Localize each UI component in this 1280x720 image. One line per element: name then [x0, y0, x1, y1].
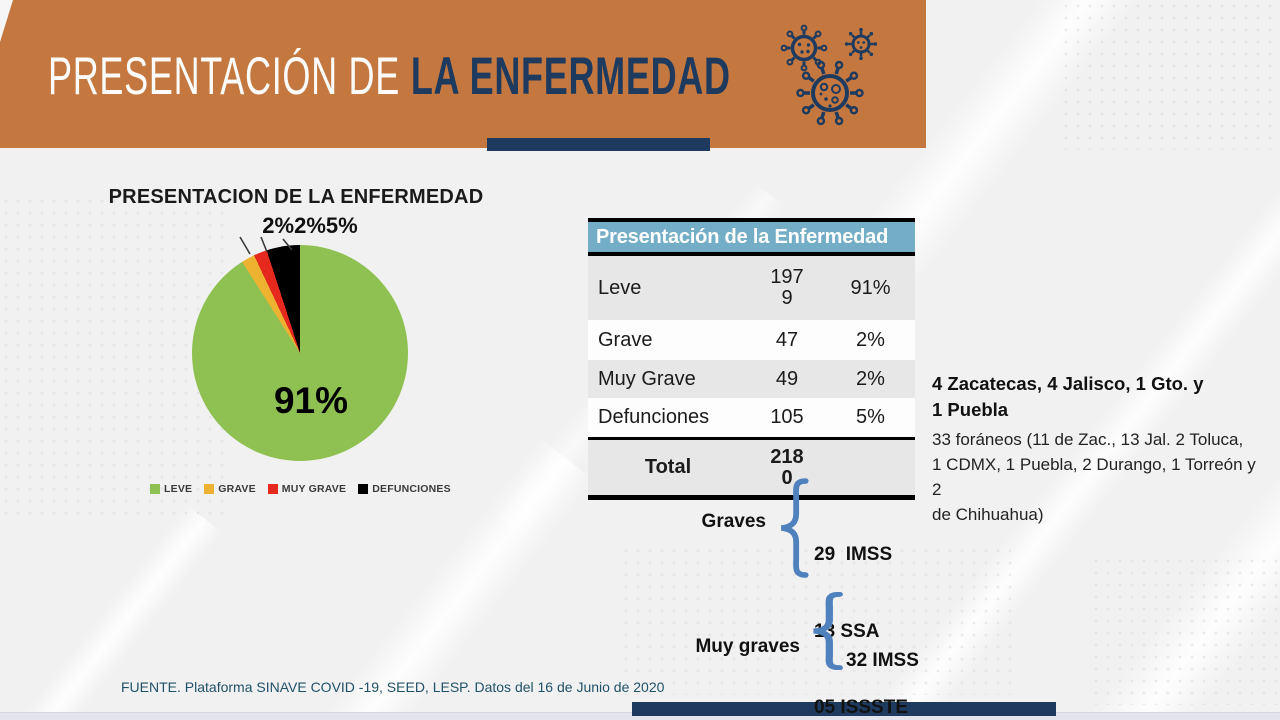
muy-graves-label: Muy graves: [695, 636, 800, 657]
legend-label: DEFUNCIONES: [372, 483, 451, 495]
legend-label: MUY GRAVE: [281, 483, 347, 495]
muy-graves-item: 32 IMSS: [846, 650, 919, 671]
legend-item: DEFUNCIONES: [358, 483, 451, 495]
background-streak: [195, 437, 595, 720]
table-cell-value: 49: [775, 367, 799, 390]
table-row: Grave 47 2%: [588, 320, 915, 360]
table-cell-value: 1979: [770, 266, 804, 309]
table-cell-label: Defunciones: [598, 406, 710, 428]
pie-callout-labels: 2%2%5%: [262, 213, 358, 238]
chart-title: PRESENTACION DE LA ENFERMEDAD: [108, 186, 484, 208]
table-cell-percent: [826, 440, 915, 495]
legend-swatch: [267, 484, 278, 494]
graves-label: Graves: [701, 511, 766, 532]
legend-item: LEVE: [150, 483, 192, 495]
coronavirus-icon: [780, 24, 878, 126]
table-total-row: Total 2180: [588, 437, 915, 495]
foraneos-annotation: 33 foráneos (11 de Zac., 13 Jal. 2 Toluc…: [932, 430, 1256, 524]
table-row: Leve 1979 91%: [588, 256, 915, 320]
source-footer: FUENTE. Plataforma SINAVE COVID -19, SEE…: [121, 679, 665, 695]
pie-leader-lines: [239, 236, 293, 255]
table-row: Muy Grave 49 2%: [588, 360, 915, 398]
table-cell-value: 105: [770, 406, 804, 428]
table-cell-percent: 2%: [856, 328, 885, 351]
chart-legend: LEVE GRAVE MUY GRAVE DEFUNCIONES: [150, 483, 451, 495]
graves-brace: [780, 478, 809, 578]
title-underline-bar: [487, 138, 710, 151]
table-cell-percent: 2%: [856, 367, 885, 390]
table-cell-label: Grave: [598, 328, 653, 351]
muy-graves-brace: [813, 592, 843, 670]
legend-swatch: [204, 484, 215, 494]
legend-swatch: [150, 484, 160, 494]
table-cell-label: Leve: [598, 276, 642, 299]
states-annotation: 4 Zacatecas, 4 Jalisco, 1 Gto. y 1 Puebl…: [932, 373, 1204, 420]
table-cell-percent: 5%: [856, 406, 885, 428]
corner-cut: [0, 0, 13, 42]
slide-title: PRESENTACIÓN DE LA ENFERMEDAD: [48, 47, 731, 107]
legend-item: GRAVE: [204, 483, 256, 495]
table-cell-label: Muy Grave: [598, 367, 696, 390]
legend-item: MUY GRAVE: [267, 483, 347, 495]
table-cell-label: Total: [644, 456, 692, 478]
graves-item: 29 IMSS: [814, 544, 893, 565]
header-banner: [0, 0, 926, 148]
legend-swatch: [358, 484, 369, 494]
pie-chart: [192, 245, 408, 461]
presentation-table: Presentación de la Enfermedad Leve 1979 …: [588, 218, 915, 500]
table-cell-percent: 91%: [850, 276, 891, 299]
table-row: Defunciones 105 5%: [588, 398, 915, 437]
halftone-dots: [1090, 555, 1280, 705]
halftone-dots: [1060, 0, 1280, 150]
slide-title-regular: PRESENTACIÓN DE: [48, 47, 400, 106]
table-cell-value: 47: [775, 328, 799, 351]
table-title: Presentación de la Enfermedad: [588, 222, 915, 256]
slide-title-bold: LA ENFERMEDAD: [410, 47, 731, 106]
pie-center-label: 91%: [273, 380, 349, 421]
legend-label: LEVE: [164, 483, 193, 495]
muy-graves-list: 32 IMSS 15 SSA 02 ISSSTE: [846, 603, 940, 720]
legend-label: GRAVE: [218, 483, 256, 495]
